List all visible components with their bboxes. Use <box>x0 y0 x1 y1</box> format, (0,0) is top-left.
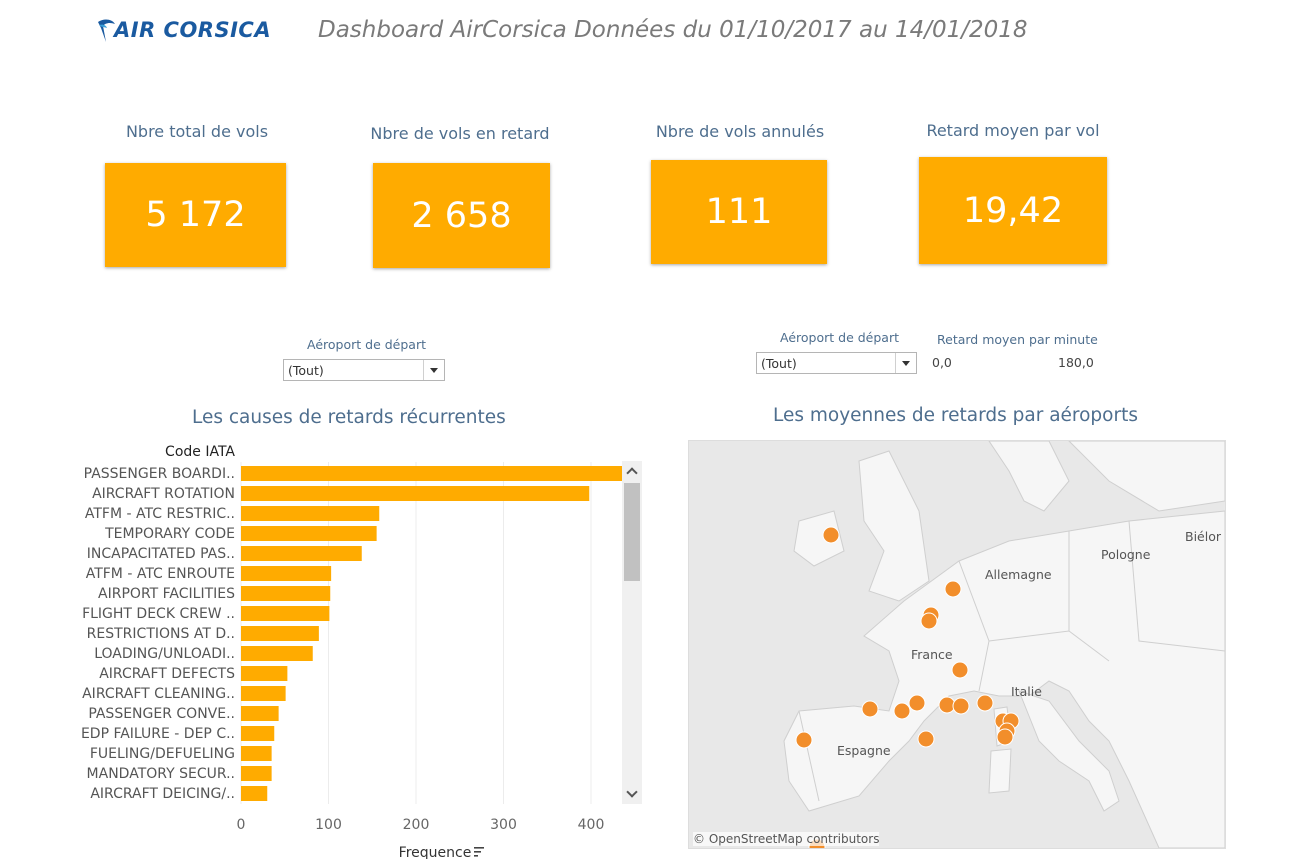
bar[interactable] <box>241 566 332 581</box>
scroll-up-icon[interactable] <box>622 461 642 481</box>
air-corsica-logo: AIR CORSICA <box>96 16 288 46</box>
x-tick-label: 200 <box>403 817 430 833</box>
kpi-delayed-flights-label: Nbre de vols en retard <box>370 124 550 143</box>
bar[interactable] <box>241 786 268 801</box>
kpi-average-delay-label: Retard moyen par vol <box>926 121 1100 140</box>
category-label[interactable]: ATFM - ATC RESTRIC.. <box>85 506 235 522</box>
legend-title: Retard moyen par minute <box>937 332 1098 347</box>
kpi-delayed-flights-card[interactable]: 2 658 <box>373 163 550 268</box>
chart-scrollbar[interactable] <box>622 461 642 804</box>
departure-airport-filter-label: Aéroport de départ <box>307 337 426 352</box>
map-country-label: Allemagne <box>985 567 1052 582</box>
category-label[interactable]: MANDATORY SECUR.. <box>87 766 235 782</box>
bar[interactable] <box>241 466 642 481</box>
category-label[interactable]: AIRCRAFT DEFECTS <box>99 666 235 682</box>
airport-point[interactable] <box>822 526 840 544</box>
map-country-label: Espagne <box>837 743 891 758</box>
bar[interactable] <box>241 626 319 641</box>
category-label[interactable]: FUELING/DEFUELING <box>90 746 235 762</box>
airports-delay-map[interactable]: Pologne Allemagne France Italie Espagne Biélo… <box>688 440 1226 849</box>
bar[interactable] <box>241 546 362 561</box>
kpi-cancelled-flights-value: 111 <box>705 192 773 232</box>
bar[interactable] <box>241 666 288 681</box>
bar[interactable] <box>241 646 313 661</box>
category-label[interactable]: INCAPACITATED PAS.. <box>87 546 235 562</box>
kpi-cancelled-flights-card[interactable]: 111 <box>651 160 827 264</box>
kpi-average-delay-value: 19,42 <box>962 190 1064 231</box>
kpi-cancelled-flights-label: Nbre de vols annulés <box>655 122 825 141</box>
category-label[interactable]: AIRCRAFT CLEANING.. <box>82 686 235 702</box>
departure-airport-filter-value: (Tout) <box>288 363 324 378</box>
departure-airport-filter-right[interactable]: (Tout) <box>756 352 917 374</box>
airport-point[interactable] <box>951 661 969 679</box>
x-tick-label: 400 <box>578 817 605 833</box>
departure-airport-filter-value-right: (Tout) <box>761 356 797 371</box>
airport-point[interactable] <box>893 702 911 720</box>
causes-bar-chart: Code IATA PASSENGER BOARDI.. AIRCRAFT ROT… <box>81 444 642 859</box>
map-country-label: Italie <box>1011 684 1042 699</box>
x-tick-label: 0 <box>237 817 246 833</box>
causes-chart-title: Les causes de retards récurrentes <box>192 407 506 428</box>
page-title: Dashboard AirCorsica Données du 01/10/20… <box>318 17 1028 43</box>
airport-point[interactable] <box>795 731 813 749</box>
scroll-thumb[interactable] <box>624 483 640 581</box>
map-country-label: Biélor <box>1185 529 1222 544</box>
airport-point[interactable] <box>952 697 970 715</box>
category-label[interactable]: PASSENGER BOARDI.. <box>84 466 235 482</box>
airport-point[interactable] <box>861 700 879 718</box>
logo-bird-icon <box>98 19 115 42</box>
departure-airport-filter-left[interactable]: (Tout) <box>283 359 445 381</box>
airport-point[interactable] <box>908 694 926 712</box>
sort-icon[interactable] <box>474 847 484 857</box>
bar[interactable] <box>241 486 590 501</box>
chevron-down-icon[interactable] <box>895 353 916 373</box>
bar[interactable] <box>241 726 275 741</box>
bar[interactable] <box>241 606 330 621</box>
airport-point[interactable] <box>944 580 962 598</box>
x-tick-label: 300 <box>490 817 517 833</box>
legend-max: 180,0 <box>1058 355 1094 370</box>
kpi-total-flights-value: 5 172 <box>145 195 246 235</box>
bar[interactable] <box>241 746 272 761</box>
bar[interactable] <box>241 586 331 601</box>
category-label[interactable]: AIRCRAFT ROTATION <box>92 486 235 502</box>
scroll-down-icon[interactable] <box>622 784 642 804</box>
category-label[interactable]: ATFM - ATC ENROUTE <box>86 566 235 582</box>
bar[interactable] <box>241 706 279 721</box>
category-label[interactable]: EDP FAILURE - DEP C.. <box>81 726 235 742</box>
airport-point[interactable] <box>917 730 935 748</box>
kpi-total-flights-label: Nbre total de vols <box>125 122 269 141</box>
column-header: Code IATA <box>165 444 235 460</box>
kpi-average-delay-card[interactable]: 19,42 <box>919 157 1107 264</box>
map-attribution[interactable]: © OpenStreetMap contributors <box>693 832 880 846</box>
bar[interactable] <box>241 506 380 521</box>
chevron-down-icon[interactable] <box>423 360 444 380</box>
bar[interactable] <box>241 766 272 781</box>
map-title: Les moyennes de retards par aéroports <box>773 405 1138 426</box>
map-country-label: France <box>911 647 953 662</box>
category-label[interactable]: RESTRICTIONS AT D.. <box>87 626 235 642</box>
airport-point[interactable] <box>920 612 938 630</box>
map-country-label: Pologne <box>1101 547 1151 562</box>
airport-point[interactable] <box>976 694 994 712</box>
category-label[interactable]: LOADING/UNLOADI.. <box>94 646 235 662</box>
bar[interactable] <box>241 526 377 541</box>
kpi-delayed-flights-value: 2 658 <box>411 195 512 236</box>
category-label[interactable]: AIRCRAFT DEICING/.. <box>90 786 235 802</box>
category-label[interactable]: PASSENGER CONVE.. <box>88 706 235 722</box>
x-axis-title: Frequence <box>399 845 472 859</box>
category-label[interactable]: FLIGHT DECK CREW .. <box>82 606 235 622</box>
category-label[interactable]: TEMPORARY CODE <box>104 526 235 542</box>
bar[interactable] <box>241 686 286 701</box>
map-canvas[interactable]: Pologne Allemagne France Italie Espagne Biélo… <box>689 441 1225 848</box>
airport-point[interactable] <box>996 728 1014 746</box>
logo-text: AIR CORSICA <box>114 18 272 42</box>
x-tick-label: 100 <box>315 817 342 833</box>
legend-min: 0,0 <box>932 355 952 370</box>
kpi-total-flights-card[interactable]: 5 172 <box>105 163 286 267</box>
category-label[interactable]: AIRPORT FACILITIES <box>98 586 235 602</box>
departure-airport-filter-label-right: Aéroport de départ <box>780 330 899 345</box>
